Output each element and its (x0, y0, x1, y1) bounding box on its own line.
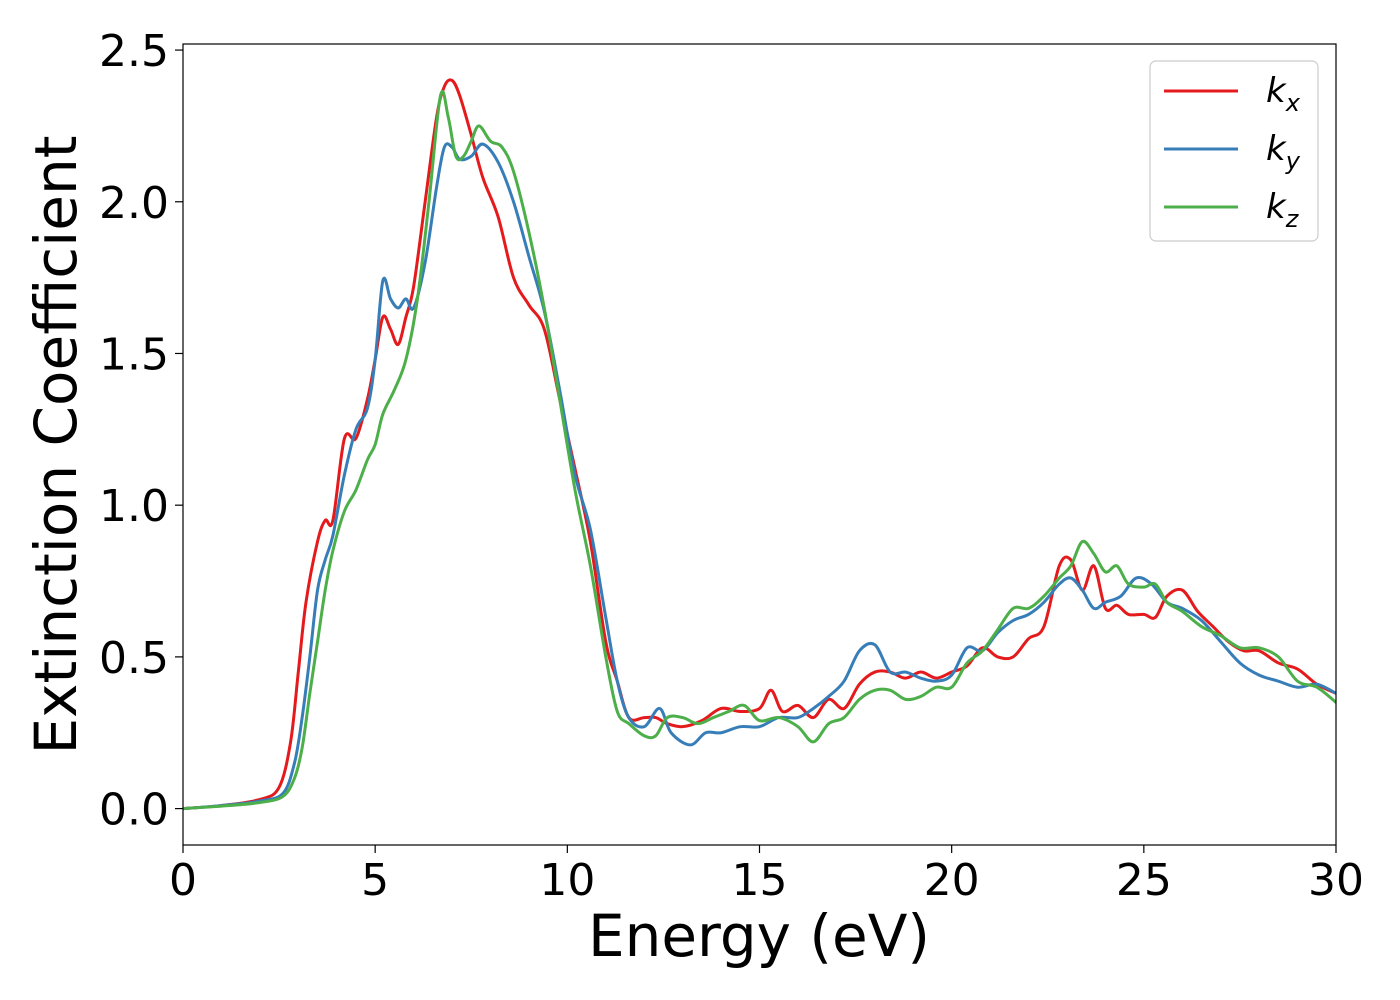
y-tick-label: 2.0 (99, 178, 169, 229)
x-tick-label: 25 (1116, 855, 1172, 906)
series-layer (183, 78, 1336, 811)
axes-layer: 0 5 10 15 20 25 30 0.0 0.5 1.0 1.5 2.0 2.5 (99, 26, 1364, 906)
legend: kx ky kz (1149, 60, 1319, 242)
legend-label-k-x: kx (1266, 71, 1301, 117)
y-tick-label: 0.5 (99, 633, 169, 684)
x-tick-label: 20 (924, 855, 980, 906)
legend-box (1149, 60, 1319, 242)
y-tick-label: 1.0 (99, 481, 169, 532)
y-tick-label: 1.5 (99, 329, 169, 380)
legend-label-k-y: ky (1266, 129, 1301, 175)
y-tick-label: 2.5 (99, 26, 169, 77)
y-axis-title: Extinction Coefficient (22, 136, 90, 755)
x-tick-label: 30 (1308, 855, 1364, 906)
series-line-k-z (183, 90, 1336, 811)
x-tick-label: 5 (361, 855, 389, 906)
y-tick-label: 0.0 (99, 785, 169, 836)
x-tick-label: 15 (732, 855, 788, 906)
x-tick-label: 10 (539, 855, 595, 906)
series-line-k-x (183, 78, 1336, 811)
x-axis-title: Energy (eV) (588, 902, 930, 970)
legend-label-k-z: kz (1266, 187, 1300, 233)
x-tick-label: 0 (169, 855, 197, 906)
series-line-k-y (183, 142, 1336, 811)
